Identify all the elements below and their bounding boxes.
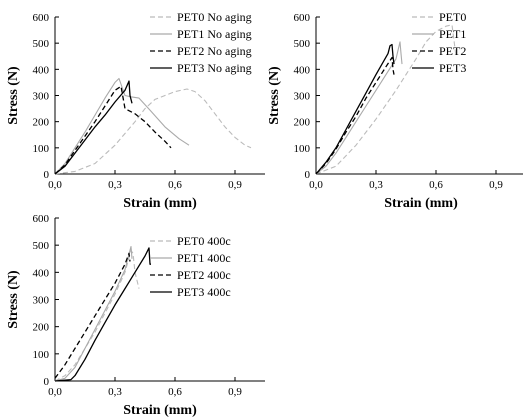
x-tick-label: 0,6 [429,179,443,191]
chart-panel-no-aging: 0 100 200 300 400 500 600 0,0 0,3 0,6 0,9 Strain (m… [6,10,265,211]
y-tick-label: 300 [33,91,50,103]
series-line [54,77,190,175]
y-tick-label: 500 [294,38,311,50]
x-axis-title: Strain (mm) [384,196,458,211]
x-tick-label: 0,0 [48,179,62,191]
y-tick-label: 300 [294,91,311,103]
series-line [54,88,252,175]
legend-label: PET3 400c [177,285,231,299]
legend-label: PET1 [439,27,466,41]
x-tick-label: 0,3 [369,179,383,191]
y-tick-label: 400 [33,64,50,76]
legend-label: PET3 No aging [177,61,252,75]
legend-label: PET1 No aging [177,27,252,41]
series-line [54,250,140,382]
series-line [315,41,403,175]
y-tick-label: 600 [294,12,311,24]
legend-label: PET1 400c [177,251,231,265]
y-tick-label: 100 [294,143,311,155]
y-tick-label: 600 [33,12,50,24]
y-tick-label: 300 [33,295,50,307]
chart-panel-400c: 0 100 200 300 400 500 600 0,0 0,3 0,6 0,9 Strain (m… [6,213,265,418]
x-tick-label: 0,9 [489,179,503,191]
y-tick-label: 0 [305,169,311,181]
legend-label: PET2 No aging [177,44,252,58]
series-line [315,43,395,175]
legend-label: PET0 No aging [177,10,252,24]
legend-label: PET0 [439,10,466,24]
y-axis-title: Stress (N) [6,66,21,125]
series-line [54,252,131,379]
y-tick-label: 0 [44,169,50,181]
y-tick-label: 400 [33,267,50,279]
x-tick-label: 0,3 [108,179,122,191]
series-line [54,85,172,175]
y-tick-label: 500 [33,38,50,50]
y-tick-label: 400 [294,64,311,76]
y-tick-label: 0 [44,376,50,388]
chart-panel-aging: 0 100 200 300 400 500 600 0,0 0,3 0,6 0,9 Strain (m… [267,10,523,211]
x-tick-label: 0,0 [48,386,62,398]
y-tick-label: 100 [33,349,50,361]
series-line [54,247,151,382]
legend-label: PET3 [439,61,466,75]
x-tick-label: 0,6 [168,386,182,398]
y-tick-label: 200 [294,117,311,129]
series-line [315,56,395,175]
y-axis-title: Stress (N) [267,66,282,125]
y-axis-title: Stress (N) [6,270,21,329]
series-line [54,245,133,382]
x-tick-label: 0,9 [228,179,242,191]
x-axis-title: Strain (mm) [123,403,197,418]
legend-label: PET2 400c [177,268,231,282]
y-tick-label: 200 [33,117,50,129]
series-line [54,80,133,175]
y-tick-label: 500 [33,240,50,252]
series-line [315,24,457,175]
y-tick-label: 100 [33,143,50,155]
x-tick-label: 0,9 [228,386,242,398]
x-tick-label: 0,0 [309,179,323,191]
x-tick-label: 0,3 [108,386,122,398]
legend-label: PET0 400c [177,234,231,248]
legend-label: PET2 [439,44,466,58]
y-tick-label: 600 [33,213,50,225]
x-axis-title: Strain (mm) [123,196,197,211]
x-tick-label: 0,6 [168,179,182,191]
y-tick-label: 200 [33,322,50,334]
